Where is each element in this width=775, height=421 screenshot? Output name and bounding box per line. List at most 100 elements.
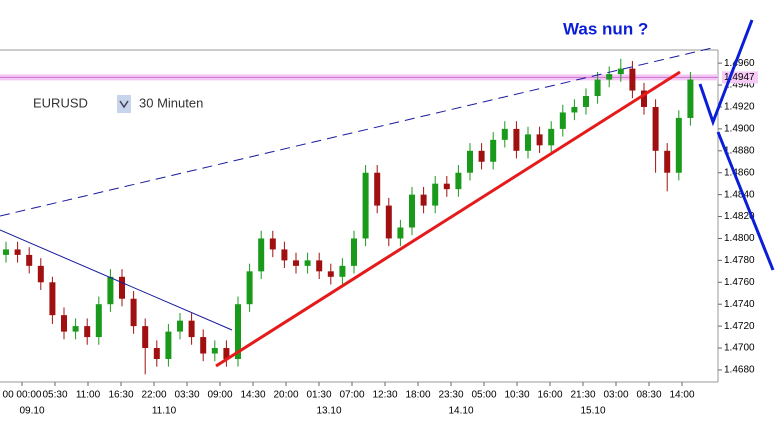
x-tick-label: 16:00 — [537, 390, 562, 401]
y-tick-label: 1.4760 — [724, 277, 755, 288]
trend-line-dashed — [0, 47, 713, 217]
candle-body — [14, 249, 21, 255]
candle-body — [397, 227, 404, 239]
candle-body — [61, 315, 67, 332]
candle-body — [49, 282, 56, 316]
candle-body — [130, 298, 137, 327]
y-tick-label: 1.4840 — [724, 189, 755, 200]
candle-body — [304, 260, 311, 266]
candle-body — [490, 139, 497, 162]
y-tick-label: 1.4680 — [724, 365, 755, 376]
y-tick-label: 1.4700 — [724, 343, 755, 354]
candle-body — [443, 183, 450, 190]
candle-body — [409, 194, 415, 228]
candle-body — [571, 106, 578, 113]
candle-body — [200, 337, 207, 354]
x-tick-label: 22:00 — [141, 390, 166, 401]
candle-body — [629, 68, 636, 91]
candle-body — [165, 331, 172, 359]
candle-body — [119, 276, 125, 299]
candle-body — [351, 238, 357, 266]
candle-body — [478, 150, 485, 162]
y-tick-label: 1.4940 — [724, 80, 755, 91]
current-price-label: 1.4947 — [724, 72, 755, 83]
candle-body — [362, 172, 369, 239]
candle-body — [281, 249, 288, 261]
x-tick-label: 10:30 — [504, 390, 529, 401]
x-tick-label: 09:00 — [207, 390, 232, 401]
timeframe[interactable]: 30 Minuten — [139, 95, 203, 110]
candle-body — [559, 112, 566, 129]
candle-body — [258, 238, 265, 272]
candle-body — [223, 348, 230, 359]
candle-body — [339, 265, 346, 277]
dropdown-button[interactable] — [117, 95, 131, 113]
y-tick-label: 1.4800 — [724, 233, 755, 244]
x-tick-label: 00 00:00 — [3, 390, 42, 401]
candle-body — [153, 348, 160, 359]
y-tick-label: 1.4900 — [724, 124, 755, 135]
candle-body — [26, 254, 33, 266]
x-tick-label: 18:00 — [405, 390, 430, 401]
y-tick-label: 1.4780 — [724, 255, 755, 266]
candle-body — [536, 134, 543, 146]
forecast-up — [698, 19, 754, 127]
y-tick-label: 1.4880 — [724, 145, 755, 156]
candle-body — [3, 249, 9, 255]
candle-body — [501, 128, 508, 140]
x-tick-label: 11:00 — [76, 390, 101, 401]
candle-body — [385, 205, 392, 239]
chart-title: Was nun ? — [563, 19, 648, 38]
dropdown-arrow — [119, 100, 129, 109]
candle-body — [513, 128, 520, 151]
y-tick-label: 1.4960 — [724, 58, 755, 69]
x-tick-label: 23:30 — [438, 390, 463, 401]
candle-body — [177, 320, 183, 332]
x-tick-label: 12:30 — [372, 390, 397, 401]
date-label: 13.10 — [316, 406, 341, 417]
candle-body — [293, 260, 299, 266]
candle-body — [420, 194, 427, 206]
x-tick-label: 03:00 — [603, 390, 628, 401]
y-tick-label: 1.4820 — [724, 211, 755, 222]
candle-body — [246, 271, 253, 305]
y-tick-label: 1.4740 — [724, 299, 755, 310]
x-tick-label: 14:30 — [240, 390, 265, 401]
y-tick-label: 1.4720 — [724, 321, 755, 332]
candle-body — [269, 238, 276, 250]
y-tick-label: 1.4920 — [724, 102, 755, 113]
candle-body — [37, 265, 44, 283]
candle-body — [327, 271, 334, 277]
candle-body — [107, 276, 114, 305]
candle-body — [455, 172, 462, 190]
candle-body — [84, 326, 91, 338]
candle-body — [467, 150, 473, 173]
date-label: 11.10 — [152, 406, 177, 417]
x-tick-label: 03:30 — [174, 390, 199, 401]
x-tick-label: 07:00 — [339, 390, 364, 401]
trend-line-down — [0, 229, 233, 331]
candle-body — [72, 326, 79, 332]
plot: 1.4680 1.4700 1.4720 1.4740 1.4760 1.4780 1.48… — [0, 58, 758, 417]
candle-body — [188, 320, 195, 338]
symbol: EURUSD — [33, 95, 88, 110]
candle-body — [374, 172, 381, 206]
x-tick-label: 05:30 — [42, 390, 67, 401]
trend-line-support — [215, 70, 681, 368]
candle-body — [594, 79, 601, 97]
x-tick-label: 14:00 — [669, 390, 694, 401]
candle-body — [675, 117, 682, 173]
x-tick-label: 08:30 — [636, 390, 661, 401]
x-tick-label: 01:30 — [306, 390, 331, 401]
candle-body — [95, 304, 102, 338]
candle-body — [641, 90, 647, 107]
candle-body — [142, 326, 149, 349]
date-label: 09.10 — [19, 406, 44, 417]
candle-body — [583, 96, 589, 107]
candle-body — [211, 348, 218, 354]
x-tick-label: 05:00 — [471, 390, 496, 401]
candle-body — [606, 74, 613, 80]
y-tick-label: 1.4860 — [724, 167, 755, 178]
x-tick-label: 16:30 — [108, 390, 133, 401]
